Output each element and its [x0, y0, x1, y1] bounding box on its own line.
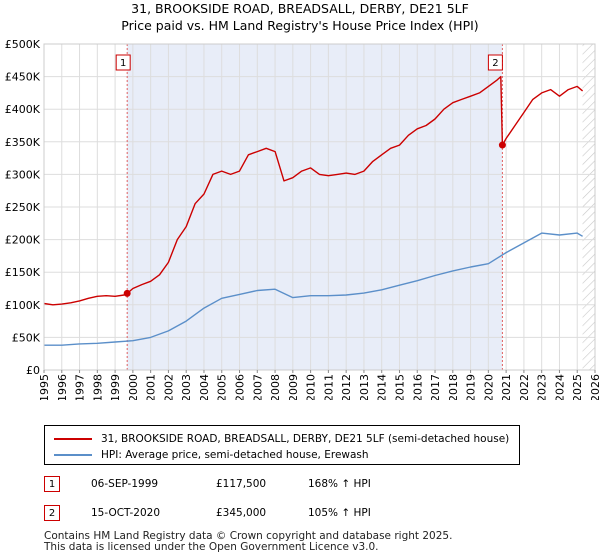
transaction-price: £345,000 [216, 507, 267, 519]
x-tick-label: 2005 [216, 374, 229, 400]
chart-title-line1: 31, BROOKSIDE ROAD, BREADSALL, DERBY, DE… [131, 1, 469, 16]
footer: Contains HM Land Registry data © Crown c… [44, 531, 452, 553]
x-tick-label: 1995 [38, 374, 51, 400]
property-series-line [44, 75, 584, 306]
x-tick-label: 2026 [589, 374, 600, 400]
sale-marker-box [115, 54, 131, 71]
x-tick-label: 2015 [393, 374, 406, 400]
x-tick-label: 2008 [269, 374, 282, 400]
legend-item-hpi: HPI: Average price, semi-detached house,… [54, 449, 369, 461]
y-tick-label: £100K [5, 299, 41, 312]
legend-swatch-property [54, 438, 92, 440]
x-tick-label: 1999 [109, 374, 122, 400]
x-tick-label: 1996 [56, 374, 69, 400]
y-tick-label: £300K [5, 168, 41, 181]
x-tick-label: 2021 [500, 374, 513, 400]
x-tick-label: 2001 [145, 374, 158, 400]
legend-label-hpi: HPI: Average price, semi-detached house,… [101, 449, 369, 461]
legend-label-property: 31, BROOKSIDE ROAD, BREADSALL, DERBY, DE… [101, 433, 510, 445]
transaction-hpi-change: 168% ↑ HPI [308, 478, 371, 490]
sale-marker-label: 1 [120, 58, 126, 69]
y-tick-label: £400K [5, 103, 41, 116]
x-tick-label: 2011 [322, 374, 335, 400]
transaction-price: £117,500 [216, 478, 267, 490]
sale-marker-label: 2 [492, 58, 498, 69]
x-tick-label: 2025 [571, 374, 584, 400]
x-tick-label: 2013 [358, 374, 371, 400]
plot-frame [43, 43, 596, 371]
chart-title-line2: Price paid vs. HM Land Registry's House … [121, 18, 478, 33]
sale-point [498, 141, 506, 149]
legend: 31, BROOKSIDE ROAD, BREADSALL, DERBY, DE… [44, 425, 520, 465]
x-tick-label: 2024 [553, 374, 566, 400]
sale-marker-box [487, 54, 503, 71]
transaction-badge: 2 [44, 505, 60, 521]
transaction-date: 15-OCT-2020 [91, 507, 160, 519]
x-tick-label: 1997 [74, 374, 87, 400]
x-tick-label: 2009 [287, 374, 300, 400]
price-chart: 31, BROOKSIDE ROAD, BREADSALL, DERBY, DE… [5, 1, 600, 400]
x-tick-label: 2007 [251, 374, 264, 400]
y-tick-label: £250K [5, 201, 41, 214]
x-tick-label: 2022 [518, 374, 531, 400]
x-tick-label: 2000 [127, 374, 140, 400]
hpi-series-line [44, 232, 583, 346]
transaction-date: 06-SEP-1999 [91, 478, 159, 490]
y-tick-label: £150K [5, 266, 41, 279]
legend-swatch-hpi [54, 454, 92, 456]
x-tick-label: 2003 [180, 374, 193, 400]
x-tick-label: 2019 [465, 374, 478, 400]
y-tick-label: £350K [5, 136, 41, 149]
x-tick-label: 2018 [447, 374, 460, 400]
x-tick-label: 2016 [411, 374, 424, 400]
y-tick-label: £500K [5, 38, 41, 51]
series-group [44, 75, 584, 346]
y-tick-label: £200K [5, 234, 41, 247]
x-tick-label: 1998 [91, 374, 104, 400]
footer-copyright: Contains HM Land Registry data © Crown c… [44, 530, 453, 542]
transaction-row: 2 15-OCT-2020 £345,000 105% ↑ HPI [44, 504, 444, 522]
transaction-badge: 1 [44, 476, 60, 492]
x-tick-label: 2010 [305, 374, 318, 400]
legend-item-property: 31, BROOKSIDE ROAD, BREADSALL, DERBY, DE… [54, 433, 509, 445]
x-tick-label: 2017 [429, 374, 442, 400]
x-tick-label: 2006 [234, 374, 247, 400]
x-tick-label: 2020 [482, 374, 495, 400]
x-tick-label: 2014 [376, 374, 389, 400]
y-tick-label: £50K [12, 331, 41, 344]
footer-licence: This data is licensed under the Open Gov… [44, 541, 379, 553]
sale-point [123, 289, 131, 297]
x-tick-label: 2004 [198, 374, 211, 400]
x-tick-label: 2002 [162, 374, 175, 400]
transaction-hpi-change: 105% ↑ HPI [308, 507, 371, 519]
y-tick-label: £450K [5, 71, 41, 84]
transaction-row: 1 06-SEP-1999 £117,500 168% ↑ HPI [44, 475, 444, 493]
y-tick-label: £0 [26, 364, 40, 377]
x-tick-label: 2023 [536, 374, 549, 400]
x-tick-label: 2012 [340, 374, 353, 400]
